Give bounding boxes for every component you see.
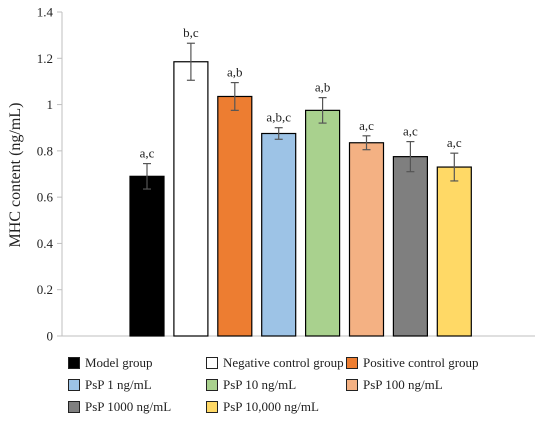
bar (217, 95, 253, 337)
legend-label: Model group (85, 355, 153, 370)
legend-label: PsP 100 ng/mL (363, 377, 443, 392)
legend-label: Positive control group (363, 355, 479, 370)
legend-label: PsP 1 ng/mL (85, 377, 152, 392)
significance-label: a,b (227, 65, 243, 80)
legend-label: Negative control group (223, 355, 344, 370)
significance-label: a,c (140, 146, 155, 161)
y-tick-label: 0.2 (37, 282, 53, 297)
bar (305, 109, 341, 337)
legend-item: PsP 1000 ng/mL (68, 399, 206, 415)
significance-label: a,b,c (266, 110, 291, 125)
legend-swatch (206, 379, 218, 391)
significance-label: a,c (403, 124, 418, 139)
legend-swatch (346, 357, 358, 369)
significance-label: a,c (359, 118, 374, 133)
significance-label: a,c (447, 135, 462, 150)
legend-item: PsP 10,000 ng/mL (206, 399, 346, 415)
legend-swatch (346, 379, 358, 391)
legend-item: PsP 100 ng/mL (346, 377, 516, 393)
significance-label: b,c (183, 25, 199, 40)
y-tick-label: 1 (47, 97, 54, 112)
y-axis-label: MHC content (ng/mL) (7, 103, 24, 248)
y-tick-label: 1.4 (37, 5, 54, 20)
legend-item: Model group (68, 355, 206, 371)
legend-item: PsP 1 ng/mL (68, 377, 206, 393)
bar (173, 61, 209, 337)
significance-label: a,b (315, 80, 331, 95)
legend-item: PsP 10 ng/mL (206, 377, 346, 393)
bar (129, 175, 165, 337)
bar (261, 132, 297, 337)
legend-swatch (206, 401, 218, 413)
y-tick-label: 0.4 (37, 236, 54, 251)
legend-label: PsP 1000 ng/mL (85, 399, 172, 414)
y-tick-label: 0.6 (37, 190, 54, 205)
legend-row: Model group Negative control group Positiv… (68, 352, 548, 374)
legend-row: PsP 1000 ng/mL PsP 10,000 ng/mL (68, 396, 548, 418)
legend-label: PsP 10 ng/mL (223, 377, 297, 392)
y-tick-label: 0 (47, 329, 54, 344)
legend-swatch (68, 379, 80, 391)
y-tick-label: 1.2 (37, 51, 53, 66)
bar (348, 142, 385, 337)
legend-label: PsP 10,000 ng/mL (223, 399, 319, 414)
legend-item: Positive control group (346, 355, 516, 371)
bars: a,c b,c a,b a,b,c a,b a,c a,c a,c (129, 25, 472, 337)
legend-swatch (206, 357, 218, 369)
bar (392, 156, 428, 337)
legend-item: Negative control group (206, 355, 346, 371)
bar-chart: 00.20.40.60.811.21.4 a,cb,ca,ba,b,ca,ba,… (7, 5, 535, 344)
legend-swatch (68, 401, 80, 413)
bar (436, 166, 472, 337)
legend: Model group Negative control group Positiv… (68, 352, 548, 418)
legend-swatch (68, 357, 80, 369)
y-tick-label: 0.8 (37, 143, 53, 158)
legend-row: PsP 1 ng/mL PsP 10 ng/mL PsP 100 ng/mL (68, 374, 548, 396)
